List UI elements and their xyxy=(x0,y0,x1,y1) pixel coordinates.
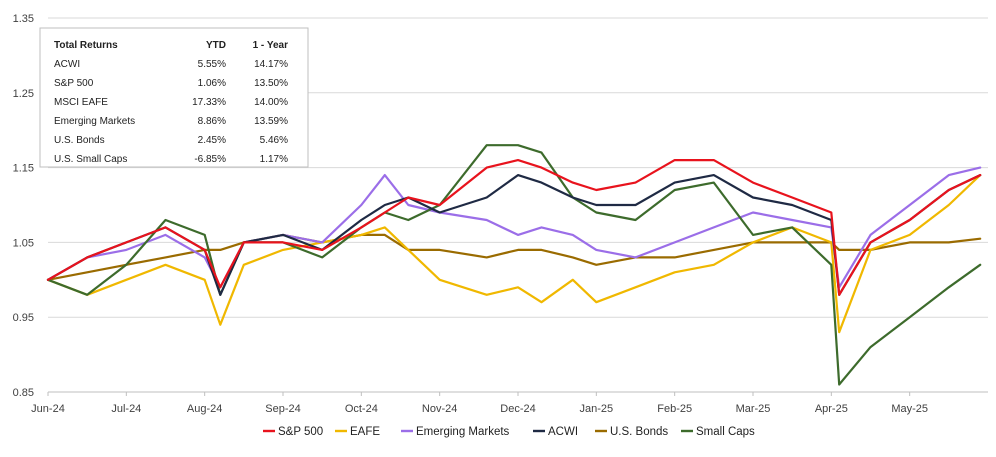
x-tick-label: Sep-24 xyxy=(265,403,300,415)
table-cell: 5.46% xyxy=(260,135,288,146)
series-line xyxy=(46,159,982,296)
table-cell: -6.85% xyxy=(194,154,226,165)
table-cell: Emerging Markets xyxy=(54,116,135,127)
table-cell: 5.55% xyxy=(198,59,226,70)
x-tick-label: May-25 xyxy=(891,403,928,415)
table-cell: ACWI xyxy=(54,59,80,70)
table-cell: 8.86% xyxy=(198,116,226,127)
table-cell: 14.00% xyxy=(254,97,288,108)
x-tick-label: Nov-24 xyxy=(422,403,457,415)
legend-label: EAFE xyxy=(350,426,380,438)
table-header-cell: 1 - Year xyxy=(253,40,289,51)
y-tick-label: 1.25 xyxy=(13,88,34,100)
table-cell: 2.45% xyxy=(198,135,226,146)
x-tick-label: Oct-24 xyxy=(345,403,378,415)
table-box xyxy=(39,27,309,168)
table-cell: U.S. Bonds xyxy=(54,135,105,146)
y-tick-label: 0.85 xyxy=(13,387,34,399)
y-tick-label: 1.35 xyxy=(13,13,34,25)
series-line xyxy=(46,174,982,334)
legend-label: U.S. Bonds xyxy=(610,426,668,438)
legend-label: S&P 500 xyxy=(278,426,323,438)
x-tick-label: Apr-25 xyxy=(815,403,848,415)
table-cell: 17.33% xyxy=(192,97,226,108)
y-tick-label: 1.05 xyxy=(13,237,34,249)
table-header-cell: YTD xyxy=(206,40,226,51)
table-cell: 1.17% xyxy=(260,154,288,165)
table-cell: U.S. Small Caps xyxy=(54,154,127,165)
x-axis-ticks: Jun-24 Jul-24 Aug-24 Sep-24 Oct-24 Nov-24 Dec-… xyxy=(31,392,928,415)
table-cell: S&P 500 xyxy=(54,78,94,89)
x-tick-label: Jul-24 xyxy=(111,403,141,415)
chart-legend: S&P 500 EAFE Emerging Markets ACWI U.S. Bond… xyxy=(263,426,755,438)
table-cell: 13.50% xyxy=(254,78,288,89)
x-tick-label: Dec-24 xyxy=(500,403,535,415)
series-lines xyxy=(46,144,982,386)
table-cell: 14.17% xyxy=(254,59,288,70)
y-tick-label: 0.95 xyxy=(13,312,34,324)
x-tick-label: Jan-25 xyxy=(580,403,614,415)
legend-label: ACWI xyxy=(548,426,578,438)
x-tick-label: Mar-25 xyxy=(736,403,771,415)
series-line xyxy=(46,174,982,296)
table-cell: 1.06% xyxy=(198,78,226,89)
x-tick-label: Jun-24 xyxy=(31,403,65,415)
y-axis-ticks: 0.85 0.95 1.05 1.15 1.25 1.35 xyxy=(13,13,34,399)
table-header-cell: Total Returns xyxy=(54,40,118,51)
legend-label: Small Caps xyxy=(696,426,755,438)
returns-table: Total Returns YTD 1 - Year ACWI 5.55% 14.17% S… xyxy=(39,27,309,168)
x-tick-label: Feb-25 xyxy=(657,403,692,415)
series-line xyxy=(46,144,982,386)
y-tick-label: 1.15 xyxy=(13,163,34,175)
x-tick-label: Aug-24 xyxy=(187,403,222,415)
legend-label: Emerging Markets xyxy=(416,426,510,438)
table-cell: 13.59% xyxy=(254,116,288,127)
table-cell: MSCI EAFE xyxy=(54,97,108,108)
